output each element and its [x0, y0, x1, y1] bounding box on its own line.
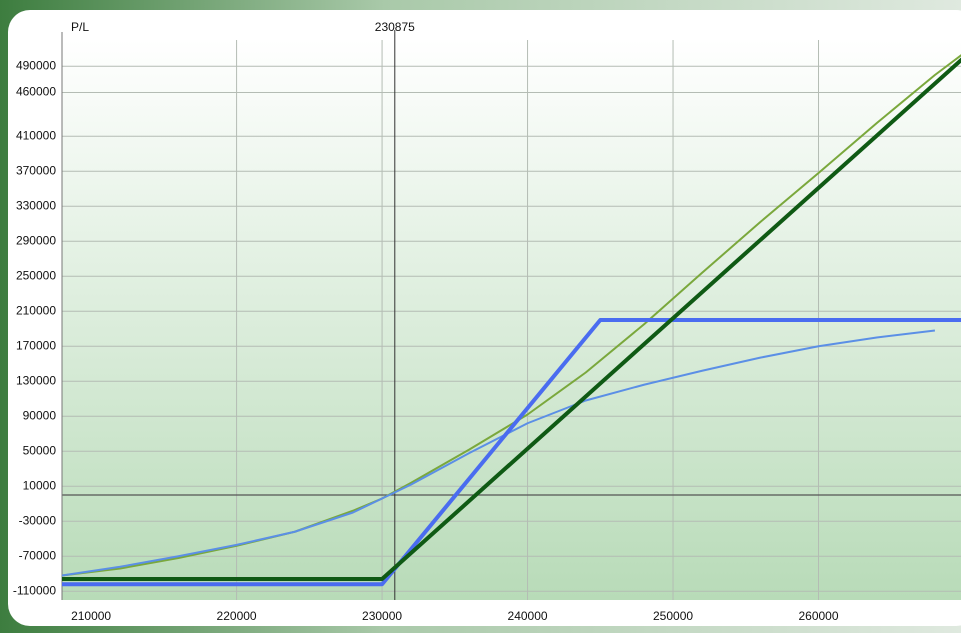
- series-line: [62, 318, 961, 587]
- y-tick-label: 410000: [16, 128, 56, 142]
- y-tick-label: 250000: [16, 268, 56, 282]
- x-tick-label: 210000: [71, 609, 111, 623]
- y-tick-label: -30000: [19, 513, 57, 527]
- y-tick-label: 290000: [16, 233, 56, 247]
- y-tick-label: -110000: [13, 583, 56, 597]
- series-line: [61, 329, 936, 577]
- x-tick-label: 230000: [362, 609, 402, 623]
- x-tick-label: 220000: [217, 609, 257, 623]
- y-tick-label: -70000: [19, 548, 57, 562]
- cursor-label: 230875: [375, 20, 415, 34]
- x-tick-label: 250000: [653, 609, 693, 623]
- y-tick-label: 210000: [16, 303, 56, 317]
- series-line: [62, 57, 961, 581]
- x-tick-label: 260000: [798, 609, 838, 623]
- y-tick-label: 460000: [16, 85, 56, 99]
- y-tick-label: 130000: [16, 373, 56, 387]
- y-tick-label: 50000: [23, 443, 57, 457]
- y-axis-label: P/L: [71, 20, 89, 34]
- y-tick-label: 90000: [23, 408, 57, 422]
- y-tick-label: 10000: [23, 478, 57, 492]
- series-line: [61, 54, 961, 577]
- x-tick-label: 240000: [508, 609, 548, 623]
- y-tick-label: 170000: [16, 338, 56, 352]
- y-tick-label: 490000: [16, 58, 56, 72]
- y-tick-label: 330000: [16, 198, 56, 212]
- y-tick-label: 370000: [16, 163, 56, 177]
